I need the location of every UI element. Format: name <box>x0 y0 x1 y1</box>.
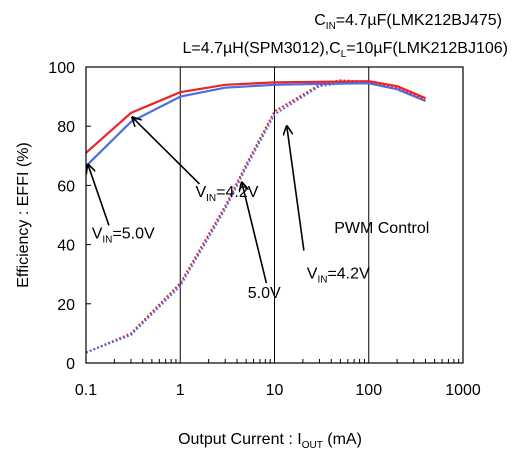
annotation-label-vin42-lower: VIN=4.2V <box>307 266 370 286</box>
y-tick-label: 20 <box>57 297 75 314</box>
x-tick-label: 10 <box>266 382 284 399</box>
annotation-label-vin50-upper: VIN=5.0V <box>92 226 155 246</box>
tick-labels: 0.1 1 10 100 1000 0 20 40 60 80 100 <box>48 60 481 399</box>
annotation-label-pwm-control: PWM Control <box>334 220 429 237</box>
series-line-auto-5v0 <box>85 82 426 167</box>
y-axis-label: Efficiency : EFFI (%) <box>15 142 32 288</box>
x-tick-label: 1 <box>176 382 185 399</box>
header-capacitor-in: CIN=4.7µF(LMK212BJ475) <box>314 12 502 32</box>
annotations-layer: VIN=4.2V VIN=5.0V PWM Control VIN=4.2V 5.0V <box>88 117 429 302</box>
annotation-arrow-vin50-upper <box>88 165 110 226</box>
series-line-pwm-5v0 <box>85 82 426 354</box>
x-tick-label: 0.1 <box>75 382 97 399</box>
series-layer <box>85 79 426 354</box>
x-tick-label: 1000 <box>445 382 481 399</box>
x-tick-label: 100 <box>355 382 382 399</box>
y-tick-label: 80 <box>57 119 75 136</box>
y-tick-label: 40 <box>57 238 75 255</box>
header-inductor-cap-load: L=4.7µH(SPM3012),CL=10µF(LMK212BJ106) <box>183 40 509 60</box>
x-axis-label: Output Current : IOUT (mA) <box>178 431 362 451</box>
annotation-label-vin42-upper: VIN=4.2V <box>195 184 258 204</box>
y-tick-label: 60 <box>57 178 75 195</box>
axis-ticks <box>86 66 460 364</box>
annotation-arrow-vin50-lower <box>242 182 268 284</box>
plot-frame <box>85 66 464 364</box>
grid-lines <box>179 67 370 363</box>
annotation-arrow-vin42-upper <box>132 117 201 185</box>
y-tick-label: 0 <box>66 356 75 373</box>
series-line-auto-4v2 <box>85 80 426 154</box>
y-tick-label: 100 <box>48 60 75 77</box>
annotation-arrow-vin42-lower <box>287 126 305 251</box>
annotation-label-vin50-lower: 5.0V <box>248 285 281 302</box>
